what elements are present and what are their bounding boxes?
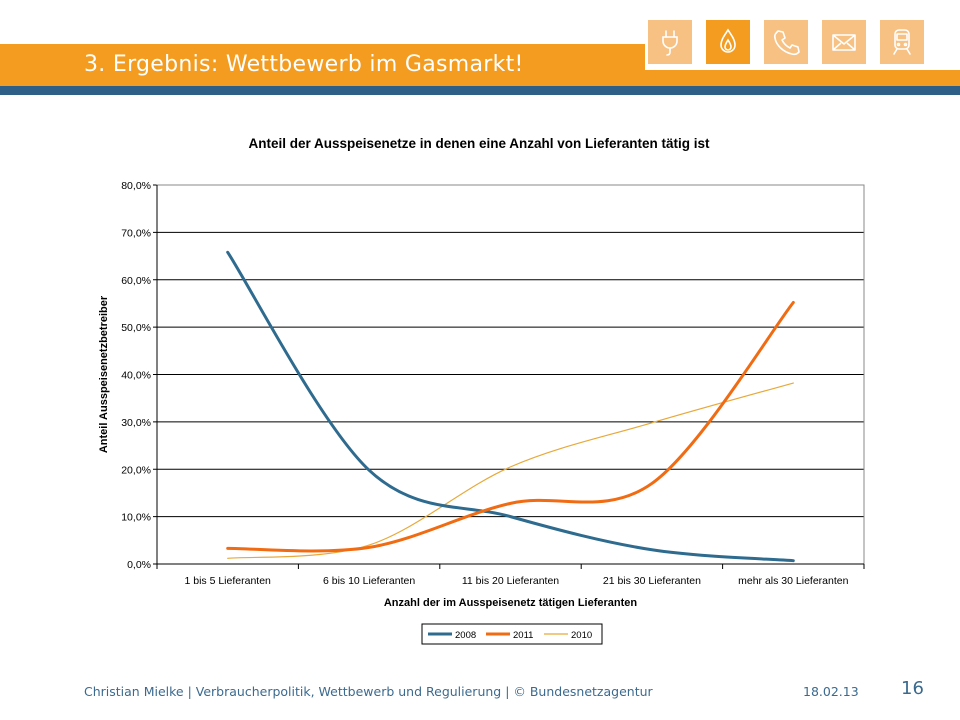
chart-title: Anteil der Ausspeisenetze in denen eine …	[248, 136, 710, 151]
y-tick-label: 30,0%	[121, 417, 151, 429]
x-tick-label: mehr als 30 Lieferanten	[738, 575, 848, 587]
x-tick-label: 6 bis 10 Lieferanten	[323, 575, 415, 587]
plug-icon[interactable]	[648, 20, 692, 64]
y-tick-label: 40,0%	[121, 370, 151, 382]
y-tick-label: 0,0%	[127, 559, 151, 571]
category-icons	[648, 20, 924, 64]
train-icon[interactable]	[880, 20, 924, 64]
series-line-2008	[226, 250, 795, 563]
flame-icon[interactable]	[706, 20, 750, 64]
y-axis-title: Anteil Ausspeisenetzbetreiber	[98, 295, 110, 453]
page-title: 3. Ergebnis: Wettbewerb im Gasmarkt!	[84, 52, 524, 77]
x-tick-label: 1 bis 5 Lieferanten	[184, 575, 271, 587]
legend-label-2008: 2008	[455, 630, 476, 641]
mail-icon[interactable]	[822, 20, 866, 64]
y-tick-label: 50,0%	[121, 322, 151, 334]
y-tick-label: 60,0%	[121, 275, 151, 287]
footer-text: Christian Mielke | Verbraucherpolitik, W…	[84, 684, 653, 699]
x-tick-label: 11 bis 20 Lieferanten	[462, 575, 559, 587]
x-tick-label: 21 bis 30 Lieferanten	[603, 575, 701, 587]
legend	[421, 623, 603, 645]
header-accent-bar	[645, 70, 960, 86]
page-number: 16	[901, 678, 924, 699]
footer-date: 18.02.13	[803, 684, 859, 699]
y-tick-label: 10,0%	[121, 512, 151, 524]
series-line-2010	[227, 382, 794, 559]
y-tick-label: 70,0%	[121, 227, 151, 239]
y-tick-label: 20,0%	[121, 464, 151, 476]
x-axis-title: Anzahl der im Ausspeisenetz tätigen Lief…	[384, 597, 638, 609]
series-line-2011	[226, 300, 795, 553]
legend-label-2011: 2011	[513, 630, 533, 641]
y-tick-label: 80,0%	[121, 180, 151, 192]
phone-icon[interactable]	[764, 20, 808, 64]
legend-label-2010: 2010	[571, 630, 592, 641]
header-blue-line	[0, 86, 960, 95]
line-chart: Anteil der Ausspeisenetze in denen eine …	[98, 136, 865, 645]
header-bar	[0, 44, 645, 86]
